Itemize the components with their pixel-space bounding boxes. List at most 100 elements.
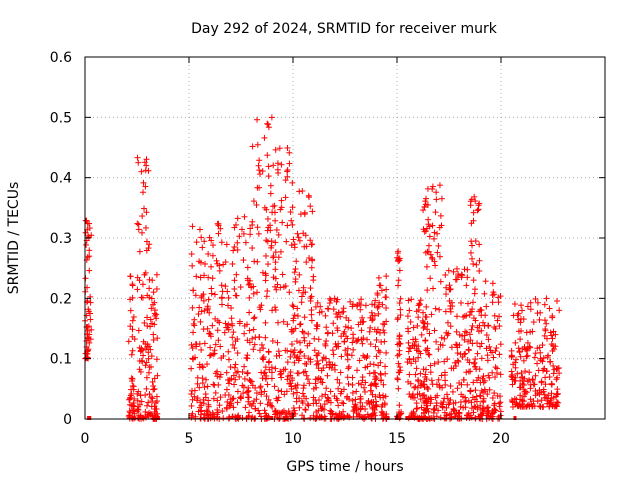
data-point bbox=[190, 356, 197, 363]
data-point bbox=[434, 249, 441, 256]
data-point bbox=[358, 381, 365, 388]
data-point bbox=[153, 356, 160, 363]
data-point bbox=[415, 302, 422, 309]
data-point bbox=[241, 375, 248, 382]
data-point bbox=[434, 230, 441, 237]
data-point bbox=[552, 331, 559, 338]
data-point bbox=[151, 375, 158, 382]
data-point bbox=[208, 237, 215, 244]
data-point bbox=[441, 372, 448, 379]
data-point bbox=[433, 413, 440, 420]
data-point bbox=[297, 339, 304, 346]
data-point bbox=[273, 286, 280, 293]
data-point bbox=[416, 348, 423, 355]
data-point bbox=[308, 264, 315, 271]
data-point bbox=[213, 257, 220, 264]
data-point bbox=[476, 257, 483, 264]
zero-band bbox=[405, 416, 425, 420]
data-point bbox=[241, 363, 248, 370]
data-point bbox=[134, 397, 141, 404]
data-point bbox=[148, 394, 155, 401]
data-point bbox=[413, 405, 420, 412]
data-point bbox=[335, 343, 342, 350]
data-point bbox=[139, 213, 146, 220]
data-point bbox=[154, 335, 161, 342]
data-point bbox=[322, 312, 329, 319]
data-point bbox=[286, 380, 293, 387]
data-point bbox=[383, 286, 390, 293]
data-point bbox=[153, 285, 160, 292]
data-point bbox=[262, 334, 269, 341]
data-point bbox=[217, 343, 224, 350]
data-point bbox=[196, 226, 203, 233]
data-point bbox=[134, 220, 141, 227]
data-point bbox=[197, 274, 204, 281]
data-point bbox=[475, 206, 482, 213]
data-point bbox=[282, 194, 289, 201]
zero-band bbox=[151, 416, 160, 420]
data-point bbox=[145, 399, 152, 406]
data-point bbox=[469, 242, 476, 249]
data-point bbox=[189, 223, 196, 230]
data-point bbox=[415, 314, 422, 321]
data-point bbox=[215, 230, 222, 237]
data-point bbox=[406, 391, 413, 398]
data-point bbox=[305, 355, 312, 362]
data-point bbox=[286, 160, 293, 167]
data-point bbox=[464, 381, 471, 388]
data-point bbox=[408, 296, 415, 303]
data-point bbox=[437, 414, 444, 421]
data-point bbox=[486, 386, 493, 393]
data-point bbox=[284, 321, 291, 328]
data-point bbox=[270, 162, 277, 169]
data-point bbox=[153, 393, 160, 400]
data-point bbox=[146, 391, 153, 398]
data-point bbox=[378, 339, 385, 346]
data-point bbox=[380, 381, 387, 388]
data-point bbox=[475, 374, 482, 381]
data-point bbox=[431, 360, 438, 367]
data-point bbox=[406, 344, 413, 351]
data-point bbox=[198, 234, 205, 241]
data-point bbox=[446, 399, 453, 406]
data-point bbox=[189, 396, 196, 403]
data-point bbox=[441, 358, 448, 365]
data-point bbox=[135, 159, 142, 166]
data-point bbox=[253, 396, 260, 403]
data-point bbox=[217, 371, 224, 378]
data-point bbox=[544, 335, 551, 342]
data-point bbox=[463, 397, 470, 404]
data-point bbox=[208, 290, 215, 297]
data-point bbox=[447, 323, 454, 330]
data-point bbox=[210, 395, 217, 402]
data-point bbox=[149, 320, 156, 327]
data-point bbox=[477, 393, 484, 400]
data-point bbox=[264, 152, 271, 159]
data-point bbox=[491, 324, 498, 331]
data-point bbox=[344, 345, 351, 352]
data-point bbox=[431, 258, 438, 265]
data-point bbox=[435, 359, 442, 366]
data-point bbox=[304, 401, 311, 408]
data-point bbox=[129, 281, 136, 288]
data-point bbox=[257, 400, 264, 407]
data-point bbox=[264, 227, 271, 234]
data-point bbox=[468, 405, 475, 412]
data-point bbox=[321, 401, 328, 408]
data-point bbox=[336, 380, 343, 387]
data-point bbox=[334, 397, 341, 404]
data-point bbox=[319, 357, 326, 364]
data-point bbox=[539, 358, 546, 365]
data-point bbox=[206, 352, 213, 359]
data-point bbox=[205, 274, 212, 281]
data-point bbox=[322, 342, 329, 349]
y-tick-label: 0.2 bbox=[50, 291, 72, 307]
data-point bbox=[278, 197, 285, 204]
data-point bbox=[395, 282, 402, 289]
data-point bbox=[473, 261, 480, 268]
data-point bbox=[331, 295, 338, 302]
data-point bbox=[248, 378, 255, 385]
data-point bbox=[396, 267, 403, 274]
data-point bbox=[88, 232, 95, 239]
data-point bbox=[272, 259, 279, 266]
